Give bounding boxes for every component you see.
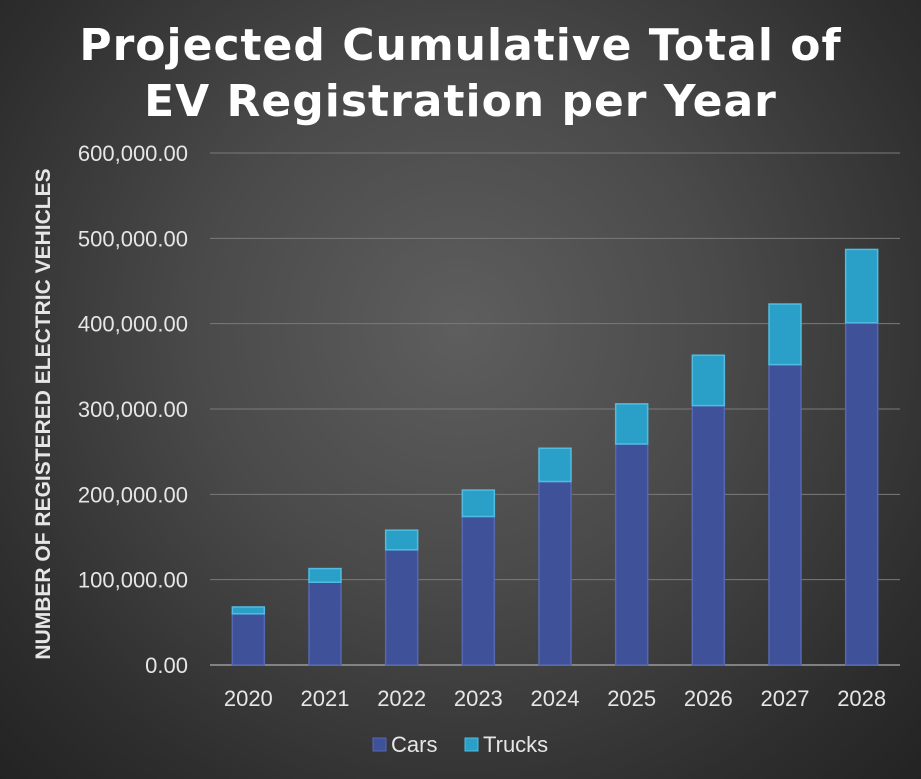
bar-trucks-2028 (844, 248, 879, 324)
bar-cars-2020 (231, 613, 266, 666)
x-tick-label: 2022 (377, 686, 426, 711)
bar-trucks-2027 (768, 303, 802, 366)
bar-cars-2026 (691, 404, 726, 666)
legend-label-trucks: Trucks (483, 732, 548, 757)
x-tick-label: 2025 (607, 686, 656, 711)
bar-trucks-2025 (614, 403, 649, 445)
bar-cars-2024 (538, 480, 572, 666)
bar-trucks-2020 (231, 606, 266, 615)
legend-swatch-trucks (464, 737, 479, 752)
y-tick-label: 400,000.00 (78, 312, 188, 337)
legend-swatch-cars (372, 737, 387, 752)
x-tick-label: 2023 (454, 686, 503, 711)
y-tick-label: 200,000.00 (78, 482, 188, 507)
bar-cars-2028 (844, 322, 879, 666)
bar-trucks-2021 (308, 567, 342, 583)
y-tick-label: 600,000.00 (78, 141, 188, 166)
y-tick-label: 100,000.00 (78, 568, 188, 593)
x-tick-label: 2027 (761, 686, 810, 711)
x-tick-label: 2024 (531, 686, 580, 711)
legend: Cars Trucks (372, 732, 548, 757)
chart-title-line-2: EV Registration per Year (144, 76, 777, 127)
chart-title: Projected Cumulative Total of EV Registr… (0, 18, 921, 130)
x-tick-labels: 2020 2021 2022 2023 2024 2025 2026 2027 2028 (224, 686, 886, 711)
y-tick-label: 0.00 (145, 653, 188, 678)
bar-trucks-2026 (691, 354, 726, 407)
x-tick-label: 2028 (837, 686, 886, 711)
chart-title-line-1: Projected Cumulative Total of (79, 20, 842, 71)
bar-trucks-2024 (538, 447, 572, 483)
bar-cars-2022 (384, 549, 419, 666)
bar-trucks-2022 (384, 529, 419, 551)
y-tick-label: 300,000.00 (78, 397, 188, 422)
legend-label-cars: Cars (391, 732, 437, 757)
bar-cars-2021 (308, 581, 342, 666)
bar-trucks-2023 (461, 489, 496, 518)
bar-cars-2023 (461, 515, 496, 666)
x-tick-label: 2021 (301, 686, 350, 711)
bars (231, 248, 879, 666)
y-tick-label: 500,000.00 (78, 226, 188, 251)
bar-cars-2027 (768, 363, 802, 666)
y-axis-label: NUMBER OF REGISTERED ELECTRIC VEHICLES (32, 168, 55, 659)
x-tick-label: 2026 (684, 686, 733, 711)
bar-cars-2025 (614, 443, 649, 666)
x-tick-label: 2020 (224, 686, 273, 711)
y-tick-labels: 0.00 100,000.00 200,000.00 300,000.00 400,00… (78, 141, 188, 678)
